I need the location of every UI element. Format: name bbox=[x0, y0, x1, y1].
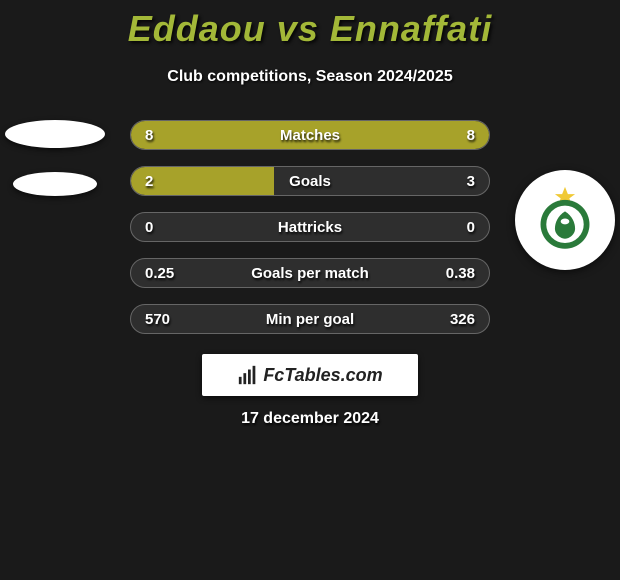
stat-label: Matches bbox=[131, 121, 489, 150]
stat-value-right: 0 bbox=[467, 213, 475, 242]
comparison-title: Eddaou vs Ennaffati bbox=[0, 0, 620, 50]
stat-row: 570 Min per goal 326 bbox=[130, 304, 490, 334]
stat-value-right: 0.38 bbox=[446, 259, 475, 288]
player-right-badge bbox=[515, 170, 615, 270]
stat-label: Hattricks bbox=[131, 213, 489, 242]
stat-value-right: 8 bbox=[467, 121, 475, 150]
club-crest-icon bbox=[515, 170, 615, 270]
footer-brand-badge: FcTables.com bbox=[202, 354, 418, 396]
player-left-badge bbox=[5, 120, 105, 196]
stat-row: 8 Matches 8 bbox=[130, 120, 490, 150]
stats-bars-container: 8 Matches 8 2 Goals 3 0 Hattricks 0 0.25… bbox=[130, 120, 490, 350]
stat-row: 0 Hattricks 0 bbox=[130, 212, 490, 242]
bar-chart-icon bbox=[237, 364, 259, 386]
stat-label: Goals per match bbox=[131, 259, 489, 288]
snapshot-date: 17 december 2024 bbox=[0, 410, 620, 428]
stat-row: 0.25 Goals per match 0.38 bbox=[130, 258, 490, 288]
footer-brand-text: FcTables.com bbox=[263, 365, 382, 386]
stat-label: Min per goal bbox=[131, 305, 489, 334]
stat-value-right: 326 bbox=[450, 305, 475, 334]
stat-label: Goals bbox=[131, 167, 489, 196]
ellipse-icon bbox=[13, 172, 97, 196]
comparison-subtitle: Club competitions, Season 2024/2025 bbox=[0, 68, 620, 86]
ellipse-icon bbox=[5, 120, 105, 148]
stat-value-right: 3 bbox=[467, 167, 475, 196]
stat-row: 2 Goals 3 bbox=[130, 166, 490, 196]
